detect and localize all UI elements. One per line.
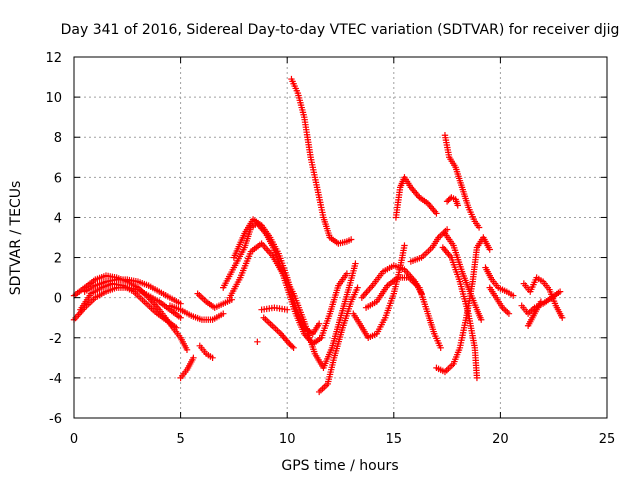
- data-point: [509, 292, 517, 299]
- series-track-18: [362, 274, 444, 352]
- series-track-14: [258, 304, 291, 313]
- data-point: [478, 316, 485, 323]
- data-point: [343, 270, 351, 277]
- tick-labels: 0 5 10 15 20 25 -6 -4 -2 0 2 4 6 8 10 12: [45, 51, 615, 447]
- y-tick-label: -4: [49, 372, 62, 387]
- data-point: [454, 202, 461, 209]
- y-axis-label: SDTVAR / TECUs: [8, 181, 24, 296]
- data-point: [505, 310, 513, 317]
- y-tick-label: -6: [49, 412, 62, 427]
- series-track-28: [486, 284, 513, 317]
- series-track-19: [358, 262, 425, 301]
- series-track-05: [166, 302, 227, 323]
- x-tick-label: 20: [492, 432, 509, 447]
- series-track-17: [350, 242, 408, 341]
- y-tick-label: 0: [54, 292, 62, 307]
- x-tick-label: 5: [176, 432, 184, 447]
- data-point: [556, 288, 564, 295]
- data-point: [401, 242, 408, 249]
- x-axis-label: GPS time / hours: [281, 458, 398, 474]
- grid: [74, 57, 607, 418]
- data-point: [209, 354, 216, 362]
- data-point: [352, 260, 359, 267]
- data-point: [504, 309, 511, 316]
- series-track-21: [407, 226, 451, 265]
- x-tick-label: 10: [279, 432, 296, 447]
- data-point: [537, 298, 545, 305]
- data-point: [500, 305, 508, 313]
- data-point: [354, 284, 361, 291]
- series-track-08: [194, 290, 235, 311]
- series-track-20: [392, 174, 440, 221]
- series-track-30: [520, 274, 566, 321]
- data-point: [173, 324, 180, 331]
- series-track-27: [482, 264, 517, 299]
- y-tick-label: 6: [54, 171, 62, 186]
- data-point: [347, 236, 355, 243]
- series-track-26: [441, 230, 485, 323]
- series-track-12: [254, 338, 261, 345]
- data-point: [290, 344, 297, 352]
- data-point: [288, 343, 296, 350]
- series-track-24: [443, 194, 461, 209]
- series-track-25: [439, 244, 481, 382]
- y-tick-label: 2: [54, 252, 62, 267]
- data-point: [473, 374, 481, 382]
- data-point: [502, 307, 509, 314]
- series-track-07: [196, 342, 216, 362]
- data-point: [183, 346, 191, 354]
- x-tick-label: 0: [70, 432, 78, 447]
- series-track-13: [260, 314, 297, 352]
- y-tick-label: 8: [54, 131, 62, 146]
- data-point: [315, 320, 323, 327]
- data-point: [443, 226, 451, 233]
- data-point: [486, 246, 493, 253]
- series-track-06: [177, 354, 197, 382]
- series-track-04: [81, 276, 184, 307]
- data-point: [190, 354, 197, 362]
- data-point: [437, 344, 444, 352]
- data-point: [220, 310, 227, 317]
- data-point: [475, 224, 483, 231]
- series-track-31: [524, 298, 545, 329]
- x-tick-label: 15: [386, 432, 403, 447]
- data-point: [177, 314, 184, 321]
- data-point: [559, 314, 566, 321]
- series-track-11: [230, 216, 323, 337]
- series-track-16: [315, 284, 361, 396]
- series-track-23: [441, 132, 483, 231]
- plot-frame: [73, 56, 608, 419]
- y-tick-label: 12: [45, 51, 62, 66]
- series-track-15: [288, 75, 355, 247]
- x-tick-label: 25: [599, 432, 616, 447]
- y-tick-label: 10: [45, 91, 62, 106]
- data-point: [433, 210, 440, 217]
- data-point: [418, 290, 425, 297]
- data-series: [70, 75, 566, 396]
- data-point: [177, 300, 184, 307]
- series-track-22: [433, 234, 493, 376]
- data-point: [284, 306, 291, 313]
- data-point: [254, 338, 261, 345]
- chart-title: Day 341 of 2016, Sidereal Day-to-day VTE…: [61, 22, 620, 38]
- y-tick-label: 4: [54, 211, 62, 226]
- axis-ticks: [73, 56, 608, 419]
- y-tick-label: -2: [49, 332, 62, 347]
